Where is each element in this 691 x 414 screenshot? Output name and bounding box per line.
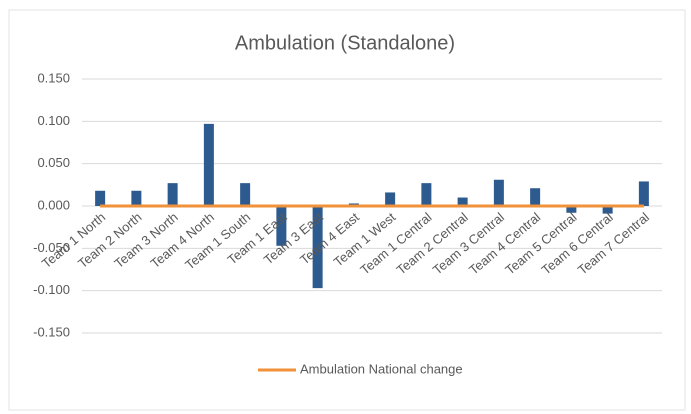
- y-tick-label: -0.150: [33, 324, 70, 339]
- y-tick-label: 0.050: [37, 155, 70, 170]
- bar: [385, 192, 396, 206]
- y-tick-label: -0.050: [33, 240, 70, 255]
- bar: [167, 183, 178, 206]
- bar: [240, 183, 251, 206]
- bar: [203, 123, 214, 206]
- chart-title: Ambulation (Standalone): [235, 32, 455, 54]
- legend-label: Ambulation National change: [300, 361, 463, 376]
- bar: [493, 179, 504, 206]
- y-tick-label: 0.100: [37, 113, 70, 128]
- chart-frame: [8, 9, 686, 411]
- bar: [530, 188, 541, 206]
- bar: [457, 197, 468, 206]
- bar: [421, 183, 432, 206]
- bar: [602, 206, 613, 214]
- y-tick-label: -0.100: [33, 282, 70, 297]
- y-tick-label: 0.000: [37, 197, 70, 212]
- bar: [95, 190, 106, 206]
- bar: [276, 206, 287, 246]
- bar: [566, 206, 577, 213]
- y-tick-label: 0.150: [37, 70, 70, 85]
- bar: [312, 206, 323, 289]
- bar: [131, 190, 142, 206]
- bar: [638, 181, 649, 206]
